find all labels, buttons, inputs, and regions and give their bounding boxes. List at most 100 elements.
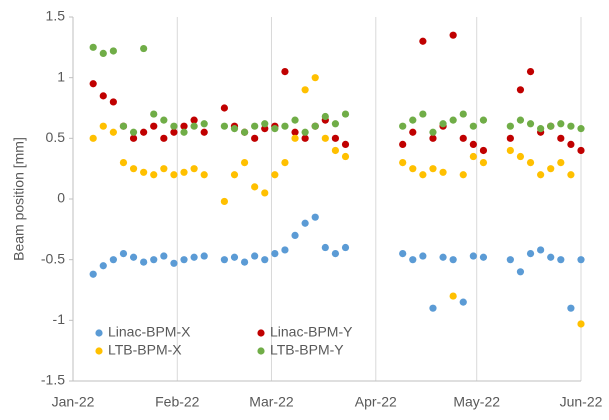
point (160, 116, 168, 124)
point (251, 134, 259, 142)
point (449, 256, 457, 264)
point (129, 128, 138, 136)
point (399, 159, 407, 167)
point (89, 80, 97, 88)
y-tick-label: 0.5 (46, 129, 66, 145)
point (291, 128, 299, 136)
point (341, 140, 350, 148)
point (99, 262, 107, 270)
point (419, 171, 427, 179)
y-tick-label: -1 (53, 311, 66, 327)
point (311, 122, 319, 130)
point (469, 140, 477, 148)
point (129, 134, 138, 142)
point (240, 258, 249, 266)
point (301, 134, 309, 142)
point (251, 122, 259, 130)
point (449, 31, 457, 39)
point (577, 256, 585, 264)
point (506, 256, 514, 264)
point (129, 165, 138, 173)
point (341, 110, 350, 118)
x-tick-label: Feb-22 (155, 394, 200, 410)
point (281, 122, 289, 130)
point (526, 68, 535, 76)
point (230, 125, 239, 133)
point (567, 140, 575, 148)
point (281, 159, 289, 167)
point (399, 140, 407, 148)
point (170, 122, 178, 130)
point (109, 256, 117, 264)
point (261, 120, 269, 128)
point (140, 258, 148, 266)
legend-marker (95, 347, 103, 355)
point (89, 134, 97, 142)
point (291, 231, 299, 239)
point (251, 252, 259, 260)
point (160, 165, 168, 173)
legend-label: LTB-BPM-X (108, 342, 182, 358)
y-tick-label: 0 (57, 190, 65, 206)
y-tick-label: 1 (57, 68, 65, 84)
point (399, 122, 407, 130)
point (220, 256, 228, 264)
x-tick-label: Mar-22 (249, 394, 294, 410)
point (261, 189, 269, 197)
point (281, 68, 289, 76)
point (547, 122, 555, 130)
point (459, 110, 467, 118)
point (341, 152, 350, 161)
point (271, 125, 279, 133)
point (180, 168, 188, 176)
point (119, 159, 128, 167)
point (439, 168, 447, 176)
legend-marker (95, 329, 103, 337)
point (526, 250, 535, 258)
x-tick-label: Jan-22 (52, 394, 95, 410)
point (240, 128, 249, 136)
point (429, 304, 437, 312)
point (459, 171, 467, 179)
point (200, 120, 208, 128)
point (190, 165, 198, 173)
point (240, 159, 249, 167)
point (311, 74, 319, 82)
point (200, 128, 208, 136)
point (419, 37, 427, 45)
point (341, 243, 350, 252)
point (429, 128, 437, 136)
point (577, 125, 585, 133)
point (109, 98, 117, 106)
point (547, 165, 555, 173)
y-tick-label: 1.5 (46, 8, 66, 24)
point (516, 86, 525, 94)
point (160, 134, 168, 142)
point (469, 252, 477, 260)
point (526, 120, 535, 128)
point (230, 171, 239, 179)
point (469, 122, 477, 130)
point (537, 171, 545, 179)
point (409, 128, 417, 136)
point (220, 197, 228, 206)
point (251, 183, 259, 191)
point (261, 256, 269, 264)
point (506, 122, 514, 130)
point (439, 120, 447, 128)
legend-marker (257, 347, 265, 355)
point (577, 320, 585, 328)
point (429, 134, 437, 142)
y-axis-label: Beam position [mm] (11, 137, 27, 261)
point (321, 112, 329, 121)
point (526, 159, 535, 167)
point (190, 122, 198, 130)
x-tick-label: May-22 (453, 394, 500, 410)
point (99, 49, 107, 58)
point (537, 246, 545, 254)
point (506, 134, 514, 142)
point (170, 128, 178, 136)
point (331, 146, 340, 155)
point (140, 168, 148, 176)
